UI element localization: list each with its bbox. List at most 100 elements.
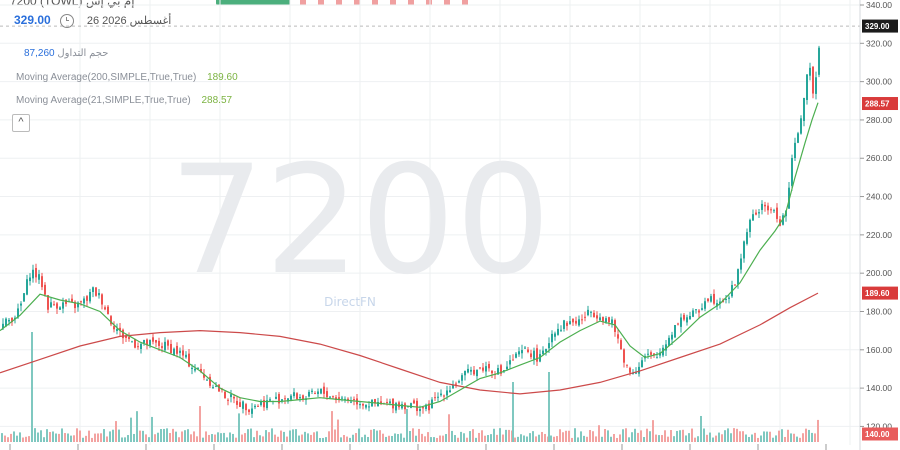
candle-body: [464, 370, 466, 376]
volume-bar: [397, 434, 399, 442]
candle-body: [392, 398, 394, 409]
candle-body: [239, 402, 241, 408]
volume-bar: [454, 435, 456, 442]
volume-bar: [493, 428, 495, 442]
volume-bar: [235, 437, 237, 442]
candle-body: [590, 311, 592, 313]
volume-bar: [667, 436, 669, 442]
volume-bar: [7, 437, 9, 442]
volume-bar: [580, 431, 582, 442]
volume-bar: [142, 430, 144, 442]
volume-bar: [307, 433, 309, 442]
volume-bar: [184, 430, 186, 442]
volume-bar: [646, 428, 648, 442]
candle-body: [422, 407, 424, 409]
candle-body: [380, 401, 382, 405]
volume-bar: [286, 436, 288, 442]
candle-body: [491, 370, 493, 374]
candle-body: [86, 296, 88, 301]
volume-bar: [154, 434, 156, 442]
candle-body: [8, 319, 10, 322]
volume-badge-label: 140.00: [865, 430, 890, 439]
candle-body: [509, 360, 511, 365]
volume-bar: [346, 436, 348, 442]
candle-body: [734, 284, 736, 286]
volume-bar: [256, 430, 258, 442]
candle-body: [20, 303, 22, 306]
volume-bar: [805, 428, 807, 442]
volume-bar: [382, 433, 384, 442]
candle-body: [512, 359, 514, 361]
candle-body: [227, 399, 229, 401]
volume-bar: [196, 436, 198, 442]
volume-bar: [622, 429, 624, 442]
volume-bar: [442, 435, 444, 442]
candle-body: [773, 210, 775, 212]
volume-bar: [679, 430, 681, 442]
volume-bar: [298, 435, 300, 442]
volume-bar: [802, 433, 804, 442]
legend-volume-label: حجم التداول: [57, 48, 109, 59]
volume-bar: [571, 437, 573, 442]
candle-body: [359, 404, 361, 406]
volume-bar: [388, 435, 390, 442]
candle-body: [602, 317, 604, 322]
candle-body: [170, 343, 172, 354]
volume-bar: [4, 435, 6, 442]
volume-bar: [157, 432, 159, 442]
volume-bar: [595, 436, 597, 442]
volume-bar: [229, 432, 231, 442]
volume-bar: [451, 430, 453, 442]
volume-bar: [97, 433, 99, 442]
volume-bar: [520, 434, 522, 442]
tick-label: 300.00: [866, 77, 892, 87]
candle-body: [89, 292, 91, 302]
candle-body: [767, 205, 769, 211]
candle-body: [35, 267, 37, 278]
volume-bar: [376, 430, 378, 442]
status-tag: [216, 0, 290, 5]
volume-bar: [79, 430, 81, 442]
volume-bar: [505, 429, 507, 442]
volume-bar: [514, 437, 516, 442]
volume-bar: [790, 433, 792, 442]
candle-body: [713, 293, 715, 304]
candle-body: [143, 339, 145, 343]
ma200-line: [0, 292, 819, 395]
volume-bar: [652, 420, 654, 442]
candle-body: [458, 381, 460, 383]
candle-body: [167, 340, 169, 346]
candle-body: [212, 387, 214, 389]
volume-bar: [136, 411, 138, 442]
chevron-up-icon[interactable]: ^: [12, 114, 30, 132]
volume-bar: [568, 430, 570, 442]
candle-body: [479, 367, 481, 369]
volume-bar: [232, 433, 234, 442]
candle-body: [530, 353, 532, 358]
volume-bar: [658, 435, 660, 442]
candle-body: [623, 349, 625, 363]
volume-bar: [724, 430, 726, 442]
volume-bar: [28, 436, 30, 442]
volume-bar: [106, 436, 108, 442]
volume-bar: [601, 436, 603, 442]
candle-body: [260, 401, 262, 406]
volume-bar: [406, 408, 408, 442]
volume-bar: [214, 434, 216, 442]
volume-bar: [379, 430, 381, 442]
volume-bar: [700, 415, 702, 442]
candle-body: [113, 326, 115, 330]
volume-bar: [448, 414, 450, 442]
volume-bar: [643, 437, 645, 442]
tick-label: 280.00: [866, 115, 892, 125]
volume-bar: [508, 429, 510, 442]
volume-bar: [469, 431, 471, 442]
candle-body: [797, 133, 799, 143]
volume-bar: [19, 432, 21, 442]
candle-body: [374, 399, 376, 404]
candle-body: [119, 327, 121, 331]
candle-body: [467, 368, 469, 373]
candle-body: [632, 373, 634, 375]
candle-body: [677, 323, 679, 325]
